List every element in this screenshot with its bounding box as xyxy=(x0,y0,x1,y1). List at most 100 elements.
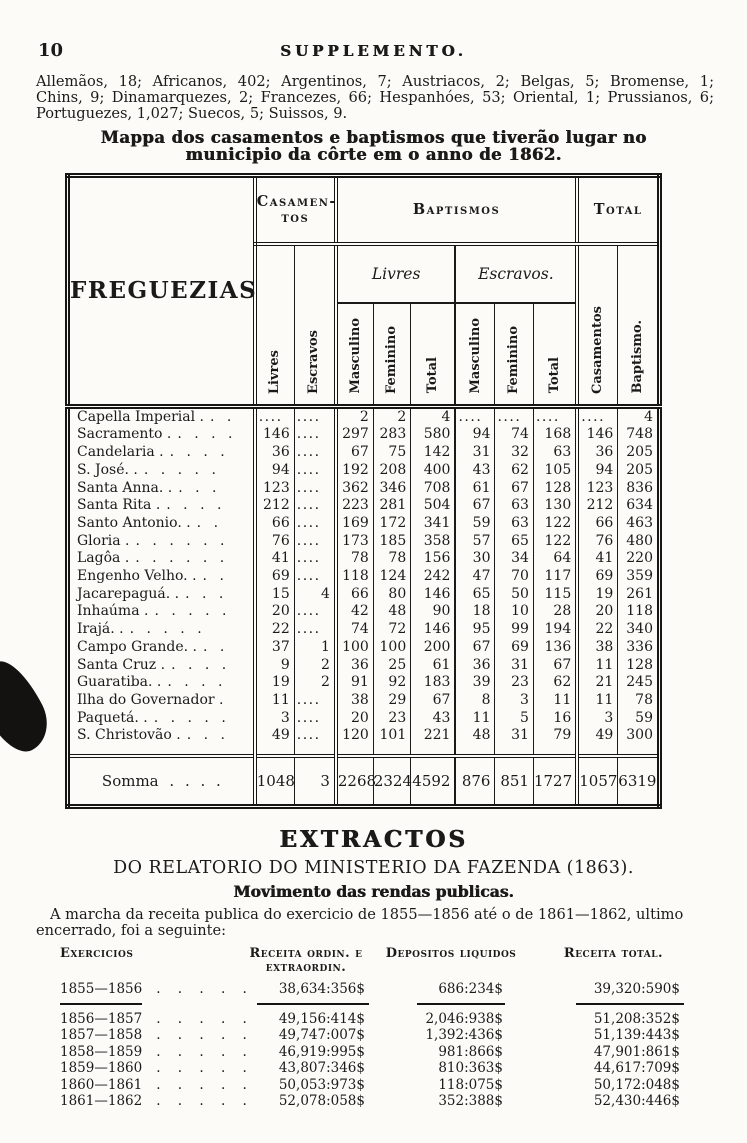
fin-row: 1855—1856. . . . . 38,634:356$ 686:234$ 39,… xyxy=(56,981,696,998)
value-cell: 1 xyxy=(293,638,336,657)
value-cell: 836 xyxy=(617,479,660,498)
fin-header-receita-ordin: Receita ordin. e extraordin. xyxy=(249,946,363,976)
value-cell: 11 xyxy=(454,709,495,728)
rendas-section-title: Movimento das rendas publicas. xyxy=(233,882,514,902)
extractos-title: EXTRACTOS xyxy=(279,826,468,854)
parish-name-cell: Candelaria .. . . . xyxy=(77,444,229,461)
value-cell: 42 xyxy=(333,603,374,622)
value-cell: 38 xyxy=(575,638,618,657)
value-cell: 123 xyxy=(252,479,295,498)
fin-receita-cell: 50,053:973$ xyxy=(278,1076,365,1093)
value-cell: 34 xyxy=(494,550,534,569)
value-cell: 50 xyxy=(494,585,534,604)
table-row: Sacramento .. . . . 146.... 297 283 580 94 74 1… xyxy=(68,426,660,445)
freguezias-header: FREGUEZIAS xyxy=(67,175,256,409)
value-cell: 212 xyxy=(252,497,295,515)
fin-row: 1859—1860. . . . . 43,807:346$ 810:363$ 44,… xyxy=(56,1060,696,1077)
intro-line: Allemãos, 18; Africanos, 402; Argentinos… xyxy=(36,73,714,90)
value-cell: 358 xyxy=(410,532,456,551)
value-cell: 20 xyxy=(252,603,295,622)
value-cell: 118 xyxy=(333,568,374,586)
table-row: Gloria .. . . . . . 76.... 173 185 358 57 65 12… xyxy=(68,532,660,551)
fin-exercicio-cell: 1857—1858. . . . . xyxy=(60,1027,247,1044)
value-cell: 69 xyxy=(494,638,534,657)
value-cell: 94 xyxy=(575,461,618,480)
value-cell: 173 xyxy=(333,532,374,551)
receita-paragraph-line1: A marcha da receita publica do exercicio… xyxy=(50,906,684,924)
value-cell: 66 xyxy=(333,585,374,604)
value-cell: 8 xyxy=(454,691,495,710)
value-cell: 146 xyxy=(252,426,295,445)
value-cell: 30 xyxy=(454,550,495,569)
value-cell: 136 xyxy=(532,638,578,657)
table-row: Santa Anna. .. . . 123.... 362 346 708 61 67 12… xyxy=(68,479,660,498)
fin-depositos-cell: 352:388$ xyxy=(438,1093,503,1110)
value-cell: 65 xyxy=(454,585,495,604)
separator-rule xyxy=(576,1003,684,1006)
table-row: Capella Imperial .. ......... 2 2 4........… xyxy=(68,406,660,427)
value-cell: 123 xyxy=(575,479,618,498)
value-cell: 297 xyxy=(333,426,374,445)
value-cell: 94 xyxy=(454,426,495,445)
value-cell: .... xyxy=(494,406,534,427)
value-cell: 38 xyxy=(333,691,374,710)
fin-header-receita-total: Receita total. xyxy=(563,946,664,962)
value-cell: 4 xyxy=(617,406,660,427)
value-cell: 67 xyxy=(454,638,495,657)
value-cell: 120 xyxy=(333,727,374,757)
value-cell: 92 xyxy=(372,674,411,692)
value-cell: 31 xyxy=(454,444,495,462)
value-cell: .... xyxy=(293,426,336,445)
value-cell: 31 xyxy=(494,656,534,675)
table-row: S. Christovão .. . . 49.... 120 101 221 48 31 7… xyxy=(68,727,660,757)
table-row: Engenho Velho. .. . 69.... 118 124 242 47 70 11… xyxy=(68,568,660,586)
value-cell: 169 xyxy=(333,514,374,533)
col-header-livres-total: Total xyxy=(410,302,456,407)
value-cell: 11 xyxy=(532,691,578,710)
fin-total-cell: 44,617:709$ xyxy=(593,1060,680,1077)
value-cell: 74 xyxy=(333,621,374,639)
col-header-livres-masculino: Masculino xyxy=(333,302,374,407)
value-cell: 504 xyxy=(410,497,456,515)
value-cell: 36 xyxy=(454,656,495,675)
value-cell: .... xyxy=(252,406,295,427)
separator-rule xyxy=(417,1003,505,1006)
value-cell: .... xyxy=(293,727,336,757)
value-cell: .... xyxy=(293,709,336,728)
value-cell: 124 xyxy=(372,568,411,586)
fin-receita-cell: 49,156:414$ xyxy=(278,1010,365,1027)
value-cell: 15 xyxy=(252,585,295,604)
value-cell: 66 xyxy=(575,514,618,533)
value-cell: 146 xyxy=(410,585,456,604)
value-cell: 36 xyxy=(575,444,618,462)
value-cell: 99 xyxy=(494,621,534,639)
value-cell: 32 xyxy=(494,444,534,462)
value-cell: 62 xyxy=(494,461,534,480)
value-cell: 708 xyxy=(410,479,456,498)
value-cell: 3 xyxy=(494,691,534,710)
somma-value-cell: 851 xyxy=(494,756,534,807)
value-cell: .... xyxy=(293,691,336,710)
table-row: Jacarepaguá. .. . . 15 4 66 80 146 65 50 115 19 26… xyxy=(68,585,660,604)
value-cell: .... xyxy=(293,461,336,480)
value-cell: 11 xyxy=(252,691,295,710)
casamentos-group-line2: tos xyxy=(281,208,310,226)
parish-name-cell: S. José. .. . . . . xyxy=(77,461,220,478)
value-cell: .... xyxy=(293,621,336,639)
value-cell: 2 xyxy=(293,656,336,675)
value-cell: 22 xyxy=(575,621,618,639)
col-header-escravos-feminino: Feminino xyxy=(494,302,534,407)
value-cell: 5 xyxy=(494,709,534,728)
value-cell: 67 xyxy=(410,691,456,710)
fin-total-cell: 51,208:352$ xyxy=(593,1010,680,1027)
value-cell: 22 xyxy=(252,621,295,639)
somma-value-cell: 2324 xyxy=(372,756,412,807)
masthead-title: SUPPLEMENTO. xyxy=(280,42,467,60)
value-cell: 156 xyxy=(410,550,456,569)
value-cell: 183 xyxy=(410,674,456,692)
value-cell: 4 xyxy=(293,585,336,604)
fin-depositos-cell: 118:075$ xyxy=(438,1076,503,1093)
table-row: Santo Antonio. .. . 66.... 169 172 341 59 63 12… xyxy=(68,514,660,533)
relatorio-subtitle: DO RELATORIO DO MINISTERIO DA FAZENDA (1… xyxy=(113,858,634,879)
value-cell: 43 xyxy=(454,461,495,480)
